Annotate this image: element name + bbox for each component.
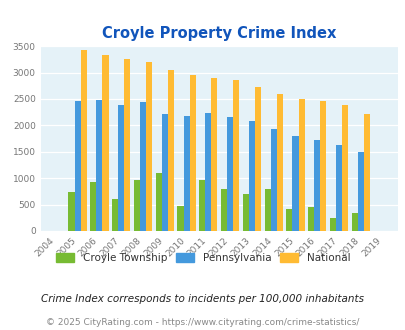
Bar (118, 105, 124, 231)
Bar (264, 189, 270, 231)
Bar (232, 80, 239, 231)
Bar (254, 87, 260, 231)
Bar (134, 180, 140, 231)
Bar (96, 100, 102, 231)
Bar (140, 102, 146, 231)
Bar (75, 101, 81, 231)
Bar (276, 94, 282, 231)
Bar (307, 207, 313, 231)
Legend: Croyle Township, Pennsylvania, National: Croyle Township, Pennsylvania, National (51, 248, 354, 267)
Text: Crime Index corresponds to incidents per 100,000 inhabitants: Crime Index corresponds to incidents per… (41, 294, 364, 304)
Bar (270, 129, 276, 231)
Bar (81, 50, 87, 231)
Bar (329, 217, 335, 231)
Bar (102, 55, 108, 231)
Bar (357, 152, 363, 231)
Bar (298, 99, 304, 231)
Text: © 2025 CityRating.com - https://www.cityrating.com/crime-statistics/: © 2025 CityRating.com - https://www.city… (46, 318, 359, 327)
Title: Croyle Property Crime Index: Croyle Property Crime Index (102, 26, 336, 41)
Bar (189, 75, 195, 231)
Bar (155, 174, 161, 231)
Bar (320, 101, 326, 231)
Bar (248, 121, 254, 231)
Bar (112, 199, 118, 231)
Bar (292, 136, 298, 231)
Bar (124, 59, 130, 231)
Bar (341, 105, 347, 231)
Bar (167, 71, 173, 231)
Bar (161, 114, 167, 231)
Bar (220, 189, 226, 231)
Bar (199, 180, 205, 231)
Bar (177, 206, 183, 231)
Bar (313, 140, 320, 231)
Bar (335, 145, 341, 231)
Bar (363, 114, 369, 231)
Bar (90, 182, 96, 231)
Bar (68, 192, 75, 231)
Bar (146, 62, 152, 231)
Bar (211, 78, 217, 231)
Bar (226, 117, 232, 231)
Bar (351, 213, 357, 231)
Bar (242, 194, 248, 231)
Bar (205, 113, 211, 231)
Bar (183, 115, 189, 231)
Bar (286, 209, 292, 231)
